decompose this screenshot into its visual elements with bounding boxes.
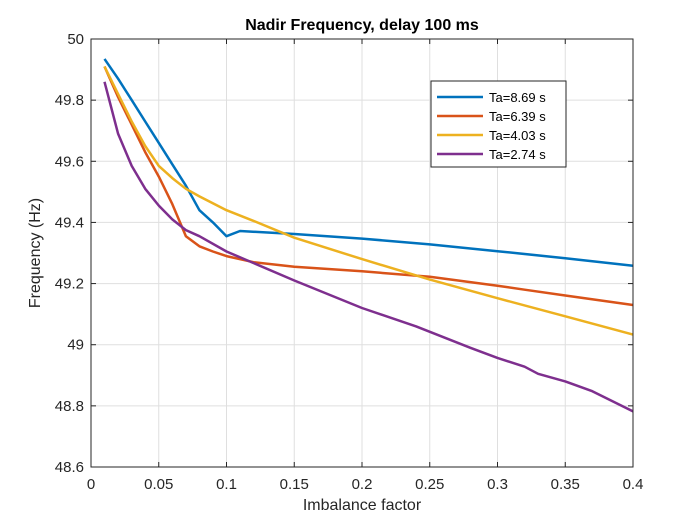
series-layer <box>103 58 634 413</box>
y-tick-label: 49.8 <box>55 92 84 109</box>
series-line-ta-6-39-s <box>103 65 634 307</box>
x-tick-label: 0.1 <box>216 476 237 493</box>
series-line-ta-2-74-s <box>103 81 634 413</box>
x-tick-label: 0.4 <box>623 476 644 493</box>
x-tick-label: 0.15 <box>280 476 309 493</box>
legend: Ta=8.69 s Ta=6.39 s Ta=4.03 s Ta=2.74 s <box>430 80 567 168</box>
y-tick-label: 49.6 <box>55 153 84 170</box>
legend-label: Ta=4.03 s <box>489 128 546 143</box>
legend-box <box>430 80 567 168</box>
y-tick-label: 48.8 <box>55 398 84 415</box>
x-tick-label: 0.25 <box>415 476 444 493</box>
x-tick-label: 0.2 <box>352 476 373 493</box>
y-axis-label: Frequency (Hz) <box>27 198 44 308</box>
y-tick-label: 49.2 <box>55 276 84 293</box>
x-tick-label: 0.35 <box>551 476 580 493</box>
x-tick-label: 0.05 <box>144 476 173 493</box>
legend-label: Ta=2.74 s <box>489 147 546 162</box>
x-tick-label: 0 <box>87 476 95 493</box>
x-axis-label: Imbalance factor <box>303 497 422 514</box>
y-tick-label: 48.6 <box>55 459 84 476</box>
y-tick-label: 50 <box>67 31 84 48</box>
y-tick-label: 49 <box>67 337 84 354</box>
series-line-ta-4-03-s <box>103 65 634 336</box>
chart-title: Nadir Frequency, delay 100 ms <box>245 17 479 34</box>
legend-label: Ta=6.39 s <box>489 109 546 124</box>
legend-label: Ta=8.69 s <box>489 90 546 105</box>
axis-ticks: 0 0.05 0.1 0.15 0.2 0.25 0.3 0.35 0.4 48.6 48.8 49 4… <box>55 31 644 493</box>
y-tick-label: 49.4 <box>55 214 84 231</box>
x-tick-label: 0.3 <box>487 476 508 493</box>
series-line-ta-8-69-s <box>103 58 634 268</box>
